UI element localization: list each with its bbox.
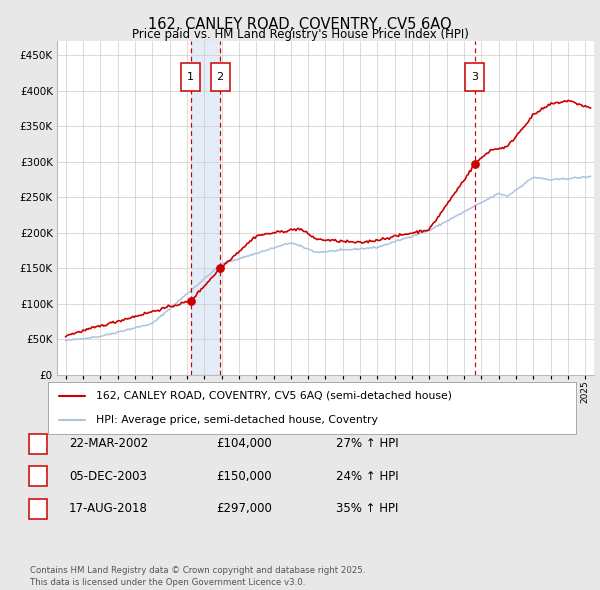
FancyBboxPatch shape	[211, 63, 230, 91]
Text: 162, CANLEY ROAD, COVENTRY, CV5 6AQ: 162, CANLEY ROAD, COVENTRY, CV5 6AQ	[148, 17, 452, 31]
FancyBboxPatch shape	[465, 63, 484, 91]
Text: 3: 3	[34, 504, 41, 513]
Text: 17-AUG-2018: 17-AUG-2018	[69, 502, 148, 515]
Text: 2: 2	[217, 72, 224, 82]
Text: Price paid vs. HM Land Registry's House Price Index (HPI): Price paid vs. HM Land Registry's House …	[131, 28, 469, 41]
Text: 2: 2	[34, 471, 41, 481]
Text: 1: 1	[34, 439, 41, 448]
Bar	[191, 41, 220, 375]
Text: 22-MAR-2002: 22-MAR-2002	[69, 437, 148, 450]
Text: 1: 1	[187, 72, 194, 82]
FancyBboxPatch shape	[181, 63, 200, 91]
Text: 05-DEC-2003: 05-DEC-2003	[69, 470, 147, 483]
Text: £104,000: £104,000	[216, 437, 272, 450]
Text: Contains HM Land Registry data © Crown copyright and database right 2025.
This d: Contains HM Land Registry data © Crown c…	[30, 566, 365, 587]
Text: HPI: Average price, semi-detached house, Coventry: HPI: Average price, semi-detached house,…	[95, 415, 377, 425]
Text: 3: 3	[472, 72, 478, 82]
Point	[215, 264, 225, 273]
Text: £297,000: £297,000	[216, 502, 272, 515]
Point	[186, 296, 196, 306]
Text: 27% ↑ HPI: 27% ↑ HPI	[336, 437, 398, 450]
Text: 24% ↑ HPI: 24% ↑ HPI	[336, 470, 398, 483]
Text: 35% ↑ HPI: 35% ↑ HPI	[336, 502, 398, 515]
Point	[470, 159, 479, 169]
Text: 162, CANLEY ROAD, COVENTRY, CV5 6AQ (semi-detached house): 162, CANLEY ROAD, COVENTRY, CV5 6AQ (sem…	[95, 391, 452, 401]
Text: £150,000: £150,000	[216, 470, 272, 483]
